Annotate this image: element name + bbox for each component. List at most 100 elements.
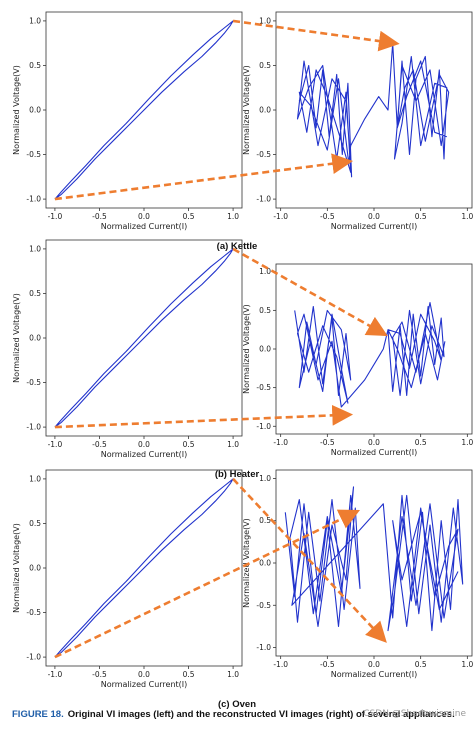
x-tick-label: -0.5 bbox=[320, 660, 335, 669]
figure-caption: FIGURE 18. Original VI images (left) and … bbox=[12, 709, 455, 720]
x-axis-label: Normalized Current(I) bbox=[101, 680, 188, 689]
y-tick-label: 0.5 bbox=[259, 306, 271, 315]
plot-frame bbox=[275, 11, 473, 209]
y-axis-label: Normalized Voltage(V) bbox=[12, 293, 21, 383]
y-tick-label: -0.5 bbox=[256, 383, 271, 392]
y-tick-label: -0.5 bbox=[26, 150, 41, 159]
y-tick-label: 0.5 bbox=[259, 516, 271, 525]
y-tick-label: 0.0 bbox=[29, 564, 41, 573]
series-line bbox=[54, 20, 234, 200]
x-tick-label: 0.0 bbox=[138, 670, 150, 679]
subcaption: (c) Oven bbox=[218, 699, 256, 710]
x-tick-label: 0.5 bbox=[183, 670, 195, 679]
y-tick-label: -1.0 bbox=[256, 422, 271, 431]
x-axis-label: Normalized Current(I) bbox=[331, 222, 418, 231]
plot-kettle-right: -1.0 -0.5 0.0 0.5 1.0 -1.0 -0.5 0.0 0.5 1.0 Normal… bbox=[242, 11, 474, 231]
series-line bbox=[284, 486, 464, 632]
x-tick-label: 0.5 bbox=[415, 660, 427, 669]
figure-label: FIGURE 18. bbox=[12, 709, 64, 720]
plot-oven-right: -1.0 -0.5 0.0 0.5 1.0 -1.0 -0.5 0.0 0.5 1.0 Normal… bbox=[242, 469, 474, 679]
plot-heater-right: -1.0 -0.5 0.0 0.5 1.0 -1.0 -0.5 0.0 0.5 1.0 Normal… bbox=[242, 263, 474, 457]
x-tick-label: -0.5 bbox=[320, 212, 335, 221]
x-axis-label: Normalized Current(I) bbox=[101, 450, 188, 459]
watermark: CSDN @Shadowismine bbox=[363, 709, 466, 719]
x-tick-label: -0.5 bbox=[92, 212, 107, 221]
y-tick-label: -0.5 bbox=[26, 378, 41, 387]
x-tick-label: 0.0 bbox=[368, 660, 380, 669]
y-axis-label: Normalized Voltage(V) bbox=[12, 523, 21, 613]
y-axis-label: Normalized Voltage(V) bbox=[12, 65, 21, 155]
x-tick-label: 0.0 bbox=[138, 212, 150, 221]
y-tick-label: 1.0 bbox=[29, 474, 41, 483]
x-tick-label: -0.5 bbox=[320, 438, 335, 447]
x-axis-label: Normalized Current(I) bbox=[331, 670, 418, 679]
arrow-oven-top bbox=[232, 478, 387, 643]
x-tick-label: 1.0 bbox=[227, 212, 239, 221]
arrow-kettle-top bbox=[232, 19, 400, 52]
figure-caption-text: Original VI images (left) and the recons… bbox=[67, 709, 455, 720]
y-tick-label: -1.0 bbox=[256, 643, 271, 652]
y-tick-label: 0.0 bbox=[259, 559, 271, 568]
y-tick-label: -1.0 bbox=[256, 195, 271, 204]
x-tick-label: 1.0 bbox=[461, 660, 473, 669]
plot-oven-left: -1.0 -0.5 0.0 0.5 1.0 -1.0 -0.5 0.0 0.5 1.0 Normal… bbox=[12, 469, 256, 710]
series-line bbox=[54, 248, 234, 428]
x-tick-label: 0.5 bbox=[183, 212, 195, 221]
arrow-oven-bottom bbox=[54, 509, 361, 659]
y-axis-label: Normalized Voltage(V) bbox=[242, 65, 251, 155]
arrow-heater-top bbox=[232, 247, 388, 337]
y-tick-label: -0.5 bbox=[256, 150, 271, 159]
series-line bbox=[296, 42, 450, 178]
x-tick-label: 0.0 bbox=[368, 212, 380, 221]
x-tick-label: -1.0 bbox=[273, 438, 288, 447]
plot-frame bbox=[275, 469, 473, 657]
y-tick-label: 0.0 bbox=[29, 334, 41, 343]
y-tick-label: -1.0 bbox=[26, 653, 41, 662]
x-tick-label: 1.0 bbox=[461, 438, 473, 447]
x-tick-label: 0.5 bbox=[415, 212, 427, 221]
y-tick-label: 0.5 bbox=[259, 61, 271, 70]
plot-heater-left: -1.0 -0.5 0.0 0.5 1.0 -1.0 -0.5 0.0 0.5 1.0 Normal… bbox=[12, 239, 260, 480]
series-line bbox=[54, 478, 234, 658]
x-tick-label: -0.5 bbox=[92, 670, 107, 679]
y-tick-label: 0.5 bbox=[29, 289, 41, 298]
y-tick-label: 1.0 bbox=[259, 16, 271, 25]
x-tick-label: -1.0 bbox=[48, 440, 63, 449]
y-tick-label: 1.0 bbox=[259, 474, 271, 483]
series-line bbox=[294, 302, 446, 408]
x-tick-label: 0.0 bbox=[138, 440, 150, 449]
y-axis-label: Normalized Voltage(V) bbox=[242, 518, 251, 608]
y-tick-label: -0.5 bbox=[256, 601, 271, 610]
y-axis-label: Normalized Voltage(V) bbox=[242, 304, 251, 394]
x-tick-label: 0.5 bbox=[183, 440, 195, 449]
arrow-heater-bottom bbox=[54, 404, 354, 429]
x-tick-label: 0.0 bbox=[368, 438, 380, 447]
y-tick-label: 0.0 bbox=[259, 345, 271, 354]
x-tick-label: -1.0 bbox=[48, 670, 63, 679]
y-tick-label: 0.5 bbox=[29, 519, 41, 528]
subcaption: (b) Heater bbox=[215, 469, 260, 480]
arrow-kettle-bottom bbox=[54, 153, 354, 201]
plot-kettle-left: -1.0 -0.5 0.0 0.5 1.0 -1.0 -0.5 0.0 0.5 1.0 Normal… bbox=[12, 11, 258, 252]
x-tick-label: 1.0 bbox=[227, 670, 239, 679]
y-tick-label: -0.5 bbox=[26, 608, 41, 617]
x-tick-label: 1.0 bbox=[227, 440, 239, 449]
x-tick-label: -1.0 bbox=[48, 212, 63, 221]
x-tick-label: 1.0 bbox=[461, 212, 473, 221]
y-tick-label: 0.0 bbox=[259, 106, 271, 115]
y-tick-label: 1.0 bbox=[29, 16, 41, 25]
y-tick-label: -1.0 bbox=[26, 423, 41, 432]
y-tick-label: 0.0 bbox=[29, 106, 41, 115]
y-tick-label: 0.5 bbox=[29, 61, 41, 70]
y-tick-label: 1.0 bbox=[259, 267, 271, 276]
subcaption: (a) Kettle bbox=[217, 241, 258, 252]
y-tick-label: -1.0 bbox=[26, 195, 41, 204]
x-tick-label: 0.5 bbox=[415, 438, 427, 447]
x-tick-label: -0.5 bbox=[92, 440, 107, 449]
x-axis-label: Normalized Current(I) bbox=[101, 222, 188, 231]
x-axis-label: Normalized Current(I) bbox=[331, 448, 418, 457]
x-tick-label: -1.0 bbox=[273, 212, 288, 221]
x-tick-label: -1.0 bbox=[273, 660, 288, 669]
y-tick-label: 1.0 bbox=[29, 244, 41, 253]
